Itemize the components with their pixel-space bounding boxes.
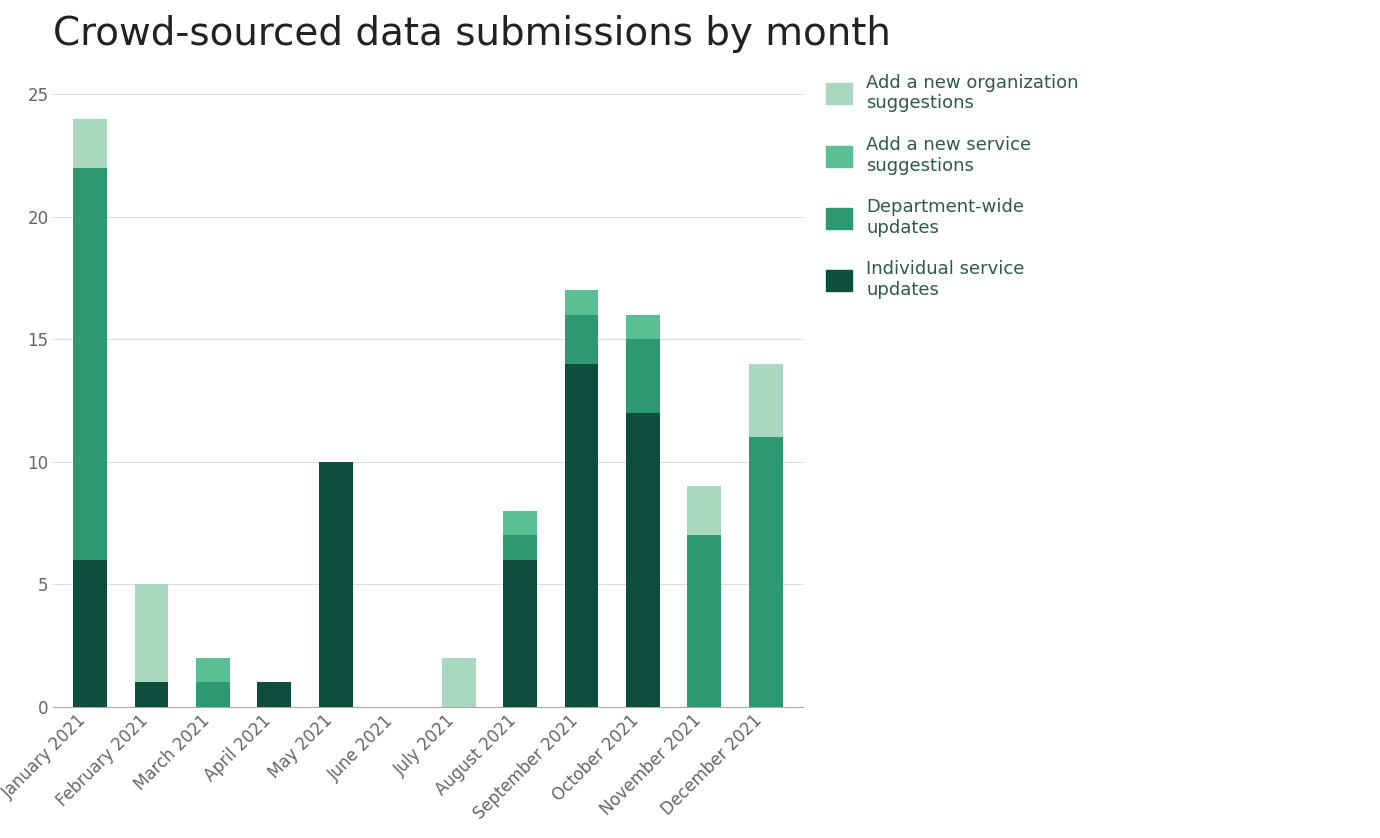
Bar — [73, 168, 108, 560]
Legend: Add a new organization
suggestions, Add a new service
suggestions, Department-wi: Add a new organization suggestions, Add … — [820, 66, 1086, 307]
Bar — [564, 291, 599, 315]
Bar — [135, 682, 168, 706]
Bar — [627, 413, 660, 706]
Bar — [196, 658, 230, 682]
Bar — [627, 315, 660, 339]
Bar — [564, 364, 599, 706]
Bar — [504, 511, 537, 535]
Bar — [319, 462, 353, 706]
Bar — [73, 119, 108, 168]
Bar — [687, 535, 722, 706]
Bar — [504, 535, 537, 560]
Bar — [564, 315, 599, 364]
Bar — [196, 682, 230, 706]
Bar — [504, 560, 537, 706]
Bar — [627, 339, 660, 413]
Text: Crowd-sourced data submissions by month: Crowd-sourced data submissions by month — [54, 15, 891, 53]
Bar — [687, 486, 722, 535]
Bar — [749, 437, 782, 706]
Bar — [442, 658, 476, 706]
Bar — [258, 682, 291, 706]
Bar — [135, 584, 168, 682]
Bar — [73, 560, 108, 706]
Bar — [749, 364, 782, 437]
